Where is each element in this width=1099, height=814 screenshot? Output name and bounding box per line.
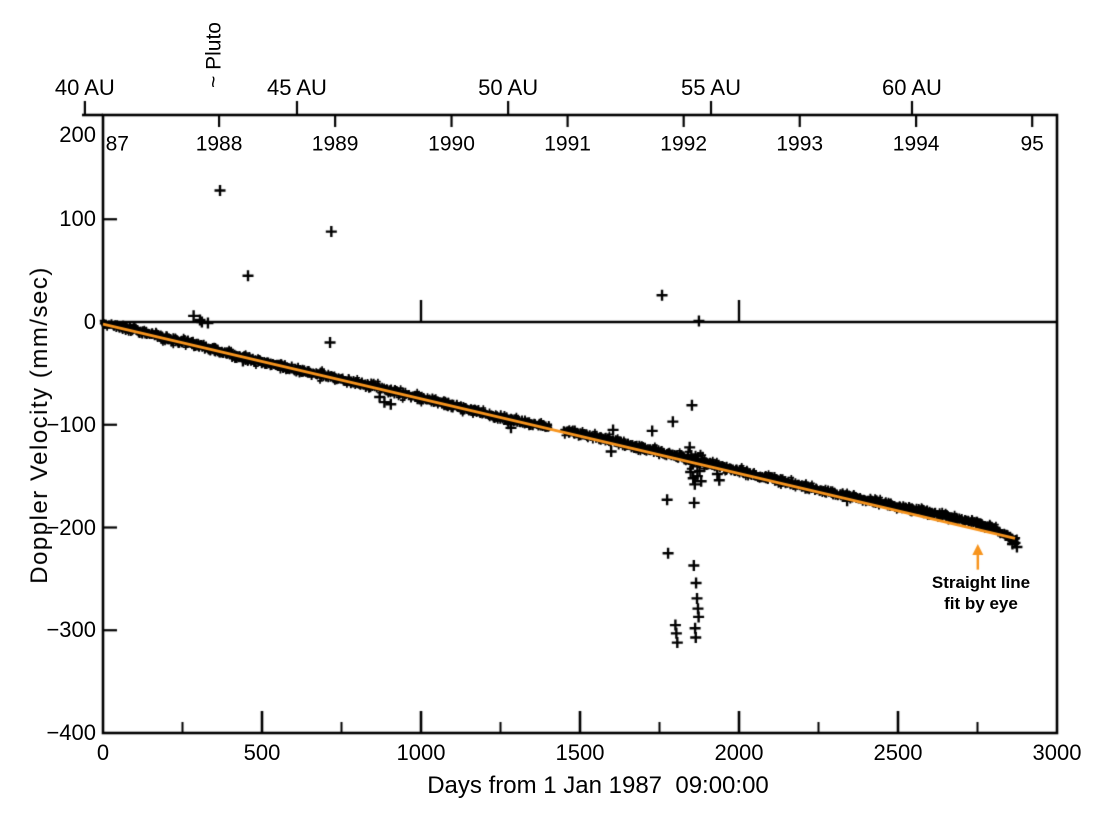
x-tick-label-2000: 2000 [714, 740, 764, 765]
year-label-1990: 1990 [428, 132, 475, 156]
x-axis-title: Days from 1 Jan 1987 09:00:00 [427, 772, 769, 799]
year-label-1993: 1993 [776, 132, 824, 156]
x-tick-label-500: 500 [243, 740, 281, 765]
x-tick-label-2500: 2500 [873, 740, 923, 765]
year-label-1994: 1994 [892, 132, 940, 156]
y-tick-label-0: 0 [83, 309, 96, 334]
fit-line-annotation-line1: Straight line [931, 573, 1031, 592]
year-label-1991: 1991 [544, 132, 591, 156]
x-tick-label-1500: 1500 [555, 740, 605, 765]
year-label-87: 87 [105, 132, 129, 156]
x-tick-label-3000: 3000 [1032, 740, 1082, 765]
x-tick-label-1000: 1000 [396, 740, 446, 765]
y-tick-label--300: −300 [46, 617, 96, 643]
fit-line-annotation-line2: fit by eye [944, 594, 1018, 613]
pluto-annotation: ~ Pluto [202, 22, 226, 88]
y-tick-label-200: 200 [59, 121, 96, 147]
au-label-40-AU: 40 AU [54, 75, 115, 100]
x-tick-label-0: 0 [96, 740, 110, 765]
y-tick-label--400: −400 [46, 720, 96, 745]
year-label-1989: 1989 [311, 132, 359, 156]
year-label-1988: 1988 [195, 132, 243, 156]
y-tick-label--200: −200 [46, 514, 96, 540]
au-label-60-AU: 60 AU [882, 75, 942, 100]
y-tick-label--100: −100 [46, 411, 96, 437]
y-tick-label-100: 100 [59, 206, 96, 232]
year-label-95: 95 [1020, 132, 1044, 156]
au-label-55-AU: 55 AU [681, 75, 741, 100]
year-label-1992: 1992 [660, 132, 708, 156]
au-label-50-AU: 50 AU [478, 75, 539, 100]
au-label-45-AU: 45 AU [267, 75, 327, 100]
fit-line-annotation: Straight line fit by eye [906, 572, 1056, 614]
